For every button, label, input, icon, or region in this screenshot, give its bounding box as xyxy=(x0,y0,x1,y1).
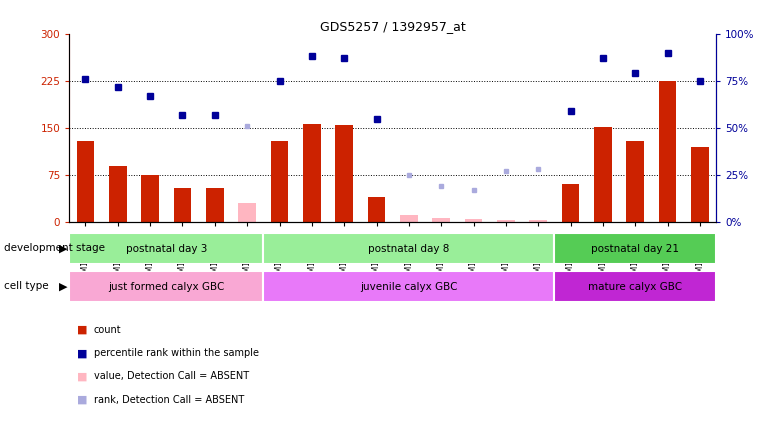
Bar xyxy=(69,233,263,264)
Bar xyxy=(691,147,709,222)
Text: cell type: cell type xyxy=(4,281,49,291)
Text: postnatal day 21: postnatal day 21 xyxy=(591,244,679,253)
Bar xyxy=(141,175,159,222)
Text: ▶: ▶ xyxy=(59,243,68,253)
Text: postnatal day 8: postnatal day 8 xyxy=(368,244,450,253)
Text: rank, Detection Call = ABSENT: rank, Detection Call = ABSENT xyxy=(94,395,244,405)
Text: count: count xyxy=(94,325,122,335)
Bar xyxy=(594,127,612,222)
Bar xyxy=(69,271,263,302)
Bar xyxy=(554,233,716,264)
Bar xyxy=(109,166,127,222)
Bar xyxy=(263,233,554,264)
Bar xyxy=(658,81,677,222)
Text: just formed calyx GBC: just formed calyx GBC xyxy=(108,282,225,291)
Bar xyxy=(263,271,554,302)
Text: percentile rank within the sample: percentile rank within the sample xyxy=(94,348,259,358)
Bar xyxy=(561,184,580,222)
Bar xyxy=(626,140,644,222)
Bar xyxy=(497,220,515,222)
Bar xyxy=(303,124,321,222)
Bar xyxy=(173,187,192,222)
Text: ■: ■ xyxy=(77,348,88,358)
Bar xyxy=(76,140,95,222)
Bar xyxy=(367,197,386,222)
Bar xyxy=(529,220,547,222)
Text: value, Detection Call = ABSENT: value, Detection Call = ABSENT xyxy=(94,371,249,382)
Text: postnatal day 3: postnatal day 3 xyxy=(126,244,207,253)
Bar xyxy=(238,203,256,222)
Text: mature calyx GBC: mature calyx GBC xyxy=(588,282,682,291)
Bar xyxy=(335,125,353,222)
Bar xyxy=(270,140,289,222)
Text: development stage: development stage xyxy=(4,243,105,253)
Text: ▶: ▶ xyxy=(59,281,68,291)
Text: ■: ■ xyxy=(77,395,88,405)
Text: ■: ■ xyxy=(77,371,88,382)
Text: juvenile calyx GBC: juvenile calyx GBC xyxy=(360,282,457,291)
Bar xyxy=(206,187,224,222)
Bar xyxy=(464,219,483,222)
Bar xyxy=(554,271,716,302)
Title: GDS5257 / 1392957_at: GDS5257 / 1392957_at xyxy=(320,20,466,33)
Bar xyxy=(400,214,418,222)
Bar xyxy=(432,218,450,222)
Text: ■: ■ xyxy=(77,325,88,335)
